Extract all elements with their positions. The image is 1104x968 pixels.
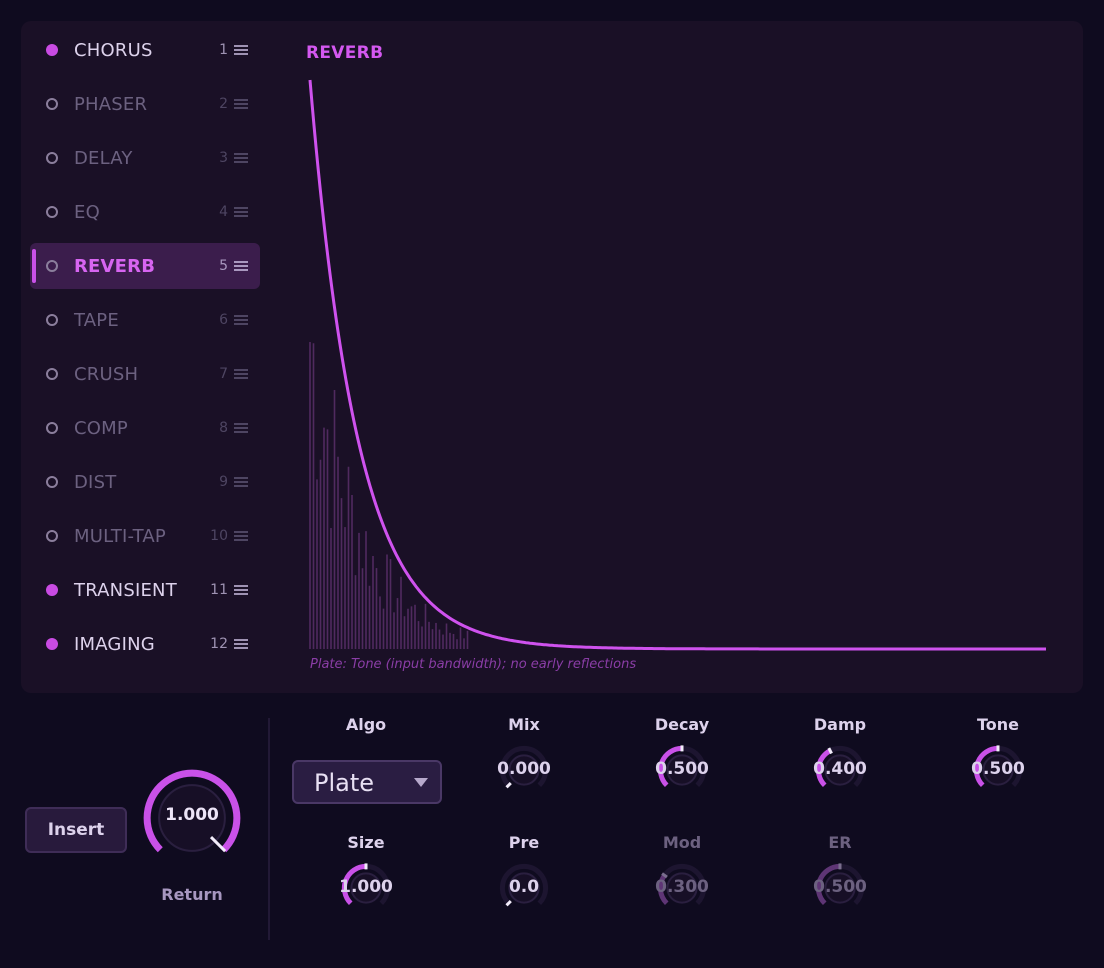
drag-handle-icon[interactable] <box>234 99 248 109</box>
decay-envelope-curve <box>308 79 1046 651</box>
effect-toggle-dot[interactable] <box>46 206 58 218</box>
mod-knob <box>657 863 707 906</box>
effect-slot-number: 1 <box>219 42 228 58</box>
algo-selected-value: Plate <box>314 769 375 797</box>
effect-slot-number: 5 <box>219 258 228 274</box>
tone-knob[interactable] <box>968 740 1028 800</box>
divider <box>268 718 270 940</box>
effect-toggle-dot[interactable] <box>46 98 58 110</box>
size-label: Size <box>347 833 385 852</box>
effect-slot-number: 11 <box>210 582 228 598</box>
effect-toggle-dot[interactable] <box>46 530 58 542</box>
effect-item-dist[interactable]: DIST 9 <box>30 459 260 505</box>
effect-slot-number: 9 <box>219 474 228 490</box>
chevron-down-icon <box>414 778 428 787</box>
return-label: Return <box>161 885 223 904</box>
size-knob[interactable] <box>336 858 396 918</box>
decay-label: Decay <box>654 715 710 734</box>
insert-button[interactable]: Insert <box>25 807 127 853</box>
effect-toggle-dot[interactable] <box>46 314 58 326</box>
drag-handle-icon[interactable] <box>234 261 248 271</box>
mix-label: Mix <box>508 715 540 734</box>
effect-slot-number: 7 <box>219 366 228 382</box>
damp-value: 0.400 <box>813 759 867 779</box>
effect-name: TAPE <box>74 310 119 331</box>
effect-slot-number: 4 <box>219 204 228 220</box>
effect-slot-number: 6 <box>219 312 228 328</box>
return-value: 1.000 <box>165 805 219 825</box>
er-knob <box>815 863 865 906</box>
effect-toggle-dot[interactable] <box>46 260 58 272</box>
drag-handle-icon[interactable] <box>234 423 248 433</box>
effect-toggle-dot[interactable] <box>46 476 58 488</box>
effect-item-transient[interactable]: TRANSIENT 11 <box>30 567 260 613</box>
effect-item-comp[interactable]: COMP 8 <box>30 405 260 451</box>
effect-slot-number: 8 <box>219 420 228 436</box>
viz-title: REVERB <box>306 43 384 63</box>
effect-toggle-dot[interactable] <box>46 152 58 164</box>
effect-item-multi-tap[interactable]: MULTI-TAP 10 <box>30 513 260 559</box>
er-value: 0.500 <box>813 877 867 897</box>
damp-knob[interactable] <box>810 740 870 800</box>
drag-handle-icon[interactable] <box>234 45 248 55</box>
decay-knob[interactable] <box>652 740 712 800</box>
drag-handle-icon[interactable] <box>234 369 248 379</box>
effect-slot-number: 3 <box>219 150 228 166</box>
effect-slot-number: 10 <box>210 528 228 544</box>
effect-item-delay[interactable]: DELAY 3 <box>30 135 260 181</box>
effect-name: COMP <box>74 418 128 439</box>
decay-value: 0.500 <box>655 759 709 779</box>
effect-item-tape[interactable]: TAPE 6 <box>30 297 260 343</box>
drag-handle-icon[interactable] <box>234 207 248 217</box>
tone-label: Tone <box>976 715 1020 734</box>
pre-value: 0.0 <box>508 877 540 897</box>
size-value: 1.000 <box>339 877 393 897</box>
effect-toggle-dot[interactable] <box>46 44 58 56</box>
pre-knob[interactable] <box>494 858 554 918</box>
drag-handle-icon[interactable] <box>234 639 248 649</box>
effect-list: CHORUS 1 PHASER 2 DELAY 3 EQ 4 REVERB 5 TAPE 6 CRUSH… <box>30 27 260 675</box>
effect-name: EQ <box>74 202 100 223</box>
viz-caption: Plate: Tone (input bandwidth); no early … <box>310 657 637 672</box>
mod-label: Mod <box>662 833 702 852</box>
effect-item-phaser[interactable]: PHASER 2 <box>30 81 260 127</box>
effect-slot-number: 12 <box>210 636 228 652</box>
mix-value: 0.000 <box>497 759 551 779</box>
effect-name: CHORUS <box>74 40 153 61</box>
effect-item-chorus[interactable]: CHORUS 1 <box>30 27 260 73</box>
effect-name: CRUSH <box>74 364 139 385</box>
drag-handle-icon[interactable] <box>234 315 248 325</box>
effect-name: TRANSIENT <box>74 580 177 601</box>
mix-knob[interactable] <box>494 740 554 800</box>
effect-slot-number: 2 <box>219 96 228 112</box>
effect-name: PHASER <box>74 94 148 115</box>
er-label: ER <box>828 833 852 852</box>
effect-panel <box>21 21 1083 693</box>
effect-name: IMAGING <box>74 634 155 655</box>
effect-name: DIST <box>74 472 117 493</box>
algo-select[interactable]: Plate <box>292 760 442 804</box>
effect-item-eq[interactable]: EQ 4 <box>30 189 260 235</box>
effect-item-imaging[interactable]: IMAGING 12 <box>30 621 260 667</box>
effect-name: DELAY <box>74 148 133 169</box>
effect-toggle-dot[interactable] <box>46 638 58 650</box>
effect-item-reverb[interactable]: REVERB 5 <box>30 243 260 289</box>
effect-name: MULTI-TAP <box>74 526 166 547</box>
tone-value: 0.500 <box>971 759 1025 779</box>
return-knob[interactable] <box>141 767 243 869</box>
effect-name: REVERB <box>74 256 156 277</box>
algo-label: Algo <box>345 715 387 734</box>
damp-label: Damp <box>813 715 867 734</box>
effect-toggle-dot[interactable] <box>46 422 58 434</box>
mod-value: 0.300 <box>655 877 709 897</box>
drag-handle-icon[interactable] <box>234 477 248 487</box>
drag-handle-icon[interactable] <box>234 531 248 541</box>
effect-toggle-dot[interactable] <box>46 584 58 596</box>
drag-handle-icon[interactable] <box>234 585 248 595</box>
effect-item-crush[interactable]: CRUSH 7 <box>30 351 260 397</box>
drag-handle-icon[interactable] <box>234 153 248 163</box>
effect-toggle-dot[interactable] <box>46 368 58 380</box>
pre-label: Pre <box>508 833 540 852</box>
